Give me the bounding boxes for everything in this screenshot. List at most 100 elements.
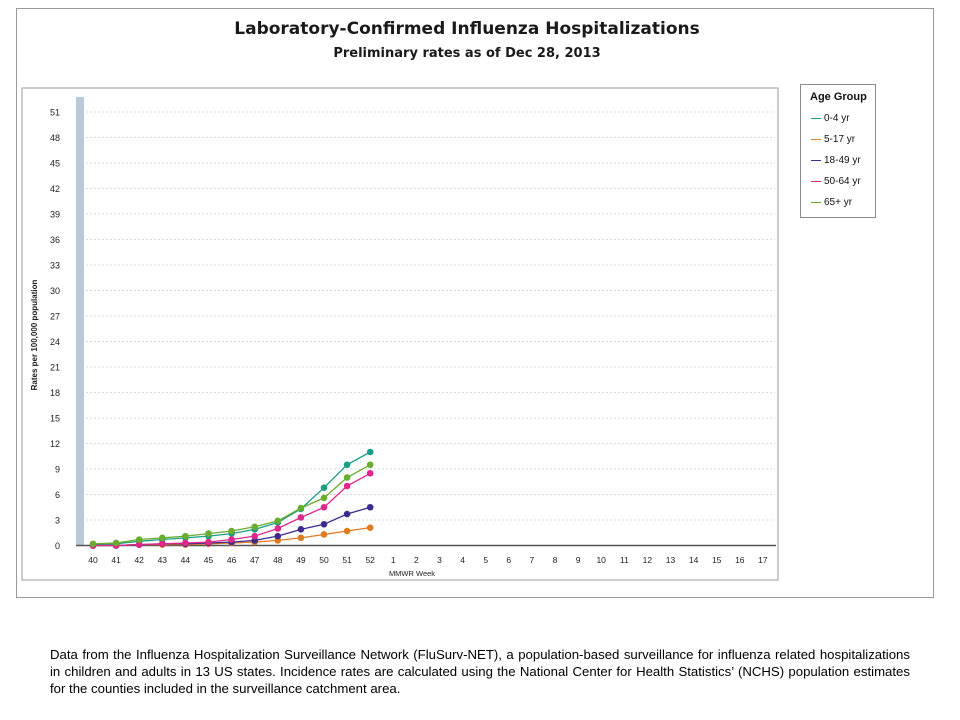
- data-point: [274, 532, 282, 540]
- y-tick-label: 36: [50, 235, 60, 245]
- x-tick-label: 49: [296, 555, 306, 565]
- data-point: [297, 534, 305, 542]
- x-tick-label: 51: [342, 555, 352, 565]
- x-tick-label: 46: [227, 555, 237, 565]
- footnote-text: Data from the Influenza Hospitalization …: [50, 647, 910, 696]
- x-tick-label: 42: [134, 555, 144, 565]
- data-point: [159, 534, 166, 542]
- data-point: [366, 524, 374, 531]
- y-tick-label: 30: [50, 286, 60, 296]
- data-point: [112, 539, 120, 547]
- legend-item: 5-17 yr: [811, 132, 855, 146]
- legend-item: 50-64 yr: [811, 174, 861, 188]
- y-axis-label: Rates per 100,000 population: [30, 280, 39, 391]
- data-point: [274, 525, 282, 532]
- y-tick-label: 0: [55, 541, 60, 551]
- legend-swatch: [811, 117, 821, 119]
- y-tick-label: 9: [55, 465, 60, 475]
- data-point: [297, 504, 305, 512]
- x-tick-label: 4: [460, 555, 465, 565]
- data-point: [205, 538, 212, 546]
- legend-item: 0-4 yr: [811, 111, 850, 125]
- y-tick-label: 6: [55, 490, 60, 500]
- x-tick-label: 6: [506, 555, 511, 565]
- x-tick-label: 11: [620, 555, 629, 565]
- legend-label: 50-64 yr: [824, 175, 861, 187]
- data-point: [182, 539, 189, 547]
- data-point: [135, 536, 143, 543]
- y-tick-label: 48: [50, 133, 60, 143]
- x-tick-label: 9: [576, 555, 581, 565]
- y-tick-label: 33: [50, 261, 60, 271]
- x-axis-label: MMWR Week: [389, 569, 435, 578]
- data-point: [320, 531, 328, 538]
- data-point: [182, 532, 189, 540]
- y-tick-label: 42: [50, 184, 60, 194]
- data-point: [366, 461, 374, 469]
- x-tick-label: 7: [530, 555, 535, 565]
- data-point: [320, 520, 328, 528]
- x-tick-label: 47: [250, 555, 260, 565]
- legend-item: 65+ yr: [811, 195, 852, 209]
- x-tick-label: 12: [643, 555, 653, 565]
- x-tick-label: 50: [319, 555, 329, 565]
- x-tick-label: 16: [735, 555, 745, 565]
- x-tick-label: 1: [391, 555, 396, 565]
- data-point: [251, 532, 258, 540]
- x-tick-label: 40: [88, 555, 98, 565]
- data-point: [228, 536, 235, 543]
- y-tick-label: 3: [55, 516, 60, 526]
- legend-label: 5-17 yr: [824, 133, 856, 145]
- data-point: [343, 461, 351, 469]
- legend-swatch: [811, 138, 821, 140]
- data-point: [366, 469, 374, 477]
- legend-label: 0-4 yr: [824, 112, 850, 124]
- data-point: [228, 527, 235, 535]
- x-tick-label: 2: [414, 555, 419, 565]
- y-tick-label: 39: [50, 210, 60, 220]
- legend-swatch: [811, 180, 821, 182]
- plot-area: [21, 87, 779, 581]
- data-point: [366, 503, 374, 511]
- chart-title: Laboratory-Confirmed Influenza Hospitali…: [234, 19, 700, 39]
- legend: Age Group 0-4 yr 5-17 yr 18-49 yr 50-64 yr 6…: [800, 84, 876, 218]
- x-tick-label: 15: [712, 555, 722, 565]
- data-point: [251, 523, 258, 531]
- data-point: [297, 514, 305, 521]
- chart-subtitle: Preliminary rates as of Dec 28, 2013: [333, 46, 601, 61]
- data-point: [89, 540, 97, 548]
- data-point: [320, 484, 328, 492]
- x-tick-label: 10: [596, 555, 606, 565]
- x-tick-label: 17: [758, 555, 768, 565]
- x-tick-label: 45: [204, 555, 214, 565]
- x-tick-label: 13: [666, 555, 676, 565]
- x-tick-label: 41: [111, 555, 121, 565]
- x-tick-label: 44: [181, 555, 191, 565]
- data-point: [135, 541, 143, 548]
- legend-swatch: [811, 159, 821, 161]
- legend-item: 18-49 yr: [811, 153, 861, 167]
- y-tick-label: 21: [50, 363, 60, 373]
- data-point: [366, 448, 374, 456]
- data-point: [297, 526, 305, 533]
- data-point: [320, 494, 328, 502]
- x-tick-label: 48: [273, 555, 283, 565]
- y-tick-label: 51: [50, 108, 60, 118]
- data-point: [343, 474, 351, 481]
- x-tick-label: 14: [689, 555, 699, 565]
- legend-label: 65+ yr: [824, 196, 853, 208]
- data-point: [205, 530, 212, 537]
- x-tick-label: 5: [483, 555, 488, 565]
- legend-label: 18-49 yr: [824, 154, 861, 166]
- y-axis-band: [76, 97, 84, 546]
- data-point: [159, 540, 166, 548]
- y-tick-label: 15: [50, 414, 60, 424]
- y-tick-label: 24: [50, 337, 60, 347]
- data-point: [343, 482, 351, 490]
- legend-title: Age Group: [810, 91, 867, 103]
- x-tick-label: 52: [365, 555, 375, 565]
- x-tick-label: 3: [437, 555, 442, 565]
- x-tick-label: 8: [553, 555, 558, 565]
- y-tick-label: 12: [50, 439, 60, 449]
